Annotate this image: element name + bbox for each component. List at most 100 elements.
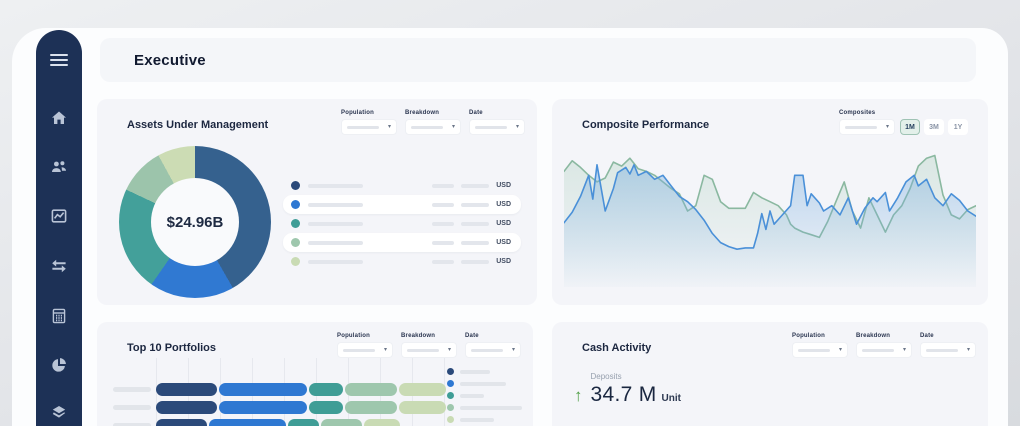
- legend-dot: [291, 181, 300, 190]
- deposits-metric: ↑ Deposits 34.7 M Unit: [574, 372, 681, 407]
- card-title: Composite Performance: [582, 119, 710, 131]
- page-title: Executive: [134, 51, 206, 69]
- users-icon[interactable]: [51, 159, 67, 175]
- population-dropdown[interactable]: ▾: [341, 119, 397, 135]
- legend-dot: [291, 238, 300, 247]
- legend-label-placeholder: [460, 369, 490, 374]
- aum-legend-row[interactable]: USD: [283, 214, 521, 233]
- chevron-down-icon: ▾: [966, 347, 970, 353]
- composites-dropdown[interactable]: ▾: [839, 119, 895, 135]
- deposits-label: Deposits: [590, 372, 622, 381]
- portfolio-bar-row[interactable]: [113, 383, 533, 396]
- filter-label: Population: [337, 333, 370, 339]
- legend-label-placeholder: [460, 381, 506, 386]
- breakdown-dropdown[interactable]: ▾: [405, 119, 461, 135]
- bar-segment: [156, 401, 217, 414]
- chevron-down-icon: ▾: [511, 347, 515, 353]
- range-3m-button[interactable]: 3M: [924, 119, 944, 135]
- home-icon[interactable]: [51, 110, 67, 126]
- legend-label-placeholder: [460, 393, 484, 398]
- bar-segment: [345, 383, 398, 396]
- layers-icon[interactable]: [51, 404, 67, 420]
- menu-icon[interactable]: [50, 54, 68, 66]
- stacked-bar-chart: [113, 383, 533, 426]
- card-title: Assets Under Management: [127, 119, 269, 131]
- allocation-pie-icon[interactable]: [51, 357, 67, 373]
- chevron-down-icon: ▾: [387, 124, 391, 130]
- bar-track: [156, 383, 446, 396]
- bar-segment: [156, 383, 217, 396]
- legend-label-placeholder: [460, 417, 494, 422]
- aum-legend-row[interactable]: USD: [283, 195, 521, 214]
- currency-label: USD: [496, 201, 511, 208]
- value-placeholder: [432, 221, 455, 226]
- card-top10-portfolios: Top 10 Portfolios Population ▾ Breakdown ▾ D…: [97, 322, 533, 426]
- card-cash-activity: Cash Activity Population ▾ Breakdown ▾ Date ▾…: [552, 322, 988, 426]
- filter-breakdown: Breakdown ▾: [401, 333, 457, 358]
- breakdown-dropdown[interactable]: ▾: [401, 342, 457, 358]
- value-placeholder: [432, 202, 455, 207]
- aum-legend-row[interactable]: USD: [283, 176, 521, 195]
- filter-composites: Composites ▾: [839, 110, 895, 135]
- chevron-down-icon: ▾: [838, 347, 842, 353]
- currency-label: USD: [496, 258, 511, 265]
- date-dropdown[interactable]: ▾: [465, 342, 521, 358]
- row-label-placeholder: [113, 405, 151, 410]
- dropdown-placeholder: [471, 348, 503, 352]
- value-placeholder: [461, 202, 490, 207]
- deposits-texts: Deposits 34.7 M Unit: [591, 372, 681, 407]
- bar-segment: [345, 401, 398, 414]
- series-blue-line: [564, 163, 976, 250]
- legend-dot: [291, 200, 300, 209]
- legend-item: [447, 367, 522, 376]
- portfolio-bar-row[interactable]: [113, 419, 533, 426]
- transfers-icon[interactable]: [51, 258, 67, 274]
- row-values: USD: [432, 201, 511, 208]
- date-dropdown[interactable]: ▾: [920, 342, 976, 358]
- series-blue-area: [564, 164, 976, 287]
- dropdown-placeholder: [347, 125, 379, 129]
- calculator-icon[interactable]: [51, 308, 67, 324]
- deposits-value-line: 34.7 M Unit: [591, 383, 681, 407]
- dropdown-placeholder: [475, 125, 507, 129]
- performance-chart-icon[interactable]: [51, 208, 67, 224]
- card-title: Top 10 Portfolios: [127, 342, 217, 354]
- value-placeholder: [461, 259, 490, 264]
- population-dropdown[interactable]: ▾: [337, 342, 393, 358]
- aum-donut-chart[interactable]: $24.96B: [119, 146, 271, 298]
- aum-filters: Population ▾ Breakdown ▾ Date ▾: [341, 110, 525, 135]
- range-buttons: 1M 3M 1Y: [900, 119, 968, 135]
- filter-label: Population: [341, 110, 374, 116]
- name-placeholder: [308, 259, 363, 264]
- filter-label: Date: [920, 333, 934, 339]
- filter-population: Population ▾: [792, 333, 848, 358]
- name-placeholder: [308, 202, 363, 207]
- dropdown-placeholder: [798, 348, 830, 352]
- chevron-down-icon: ▾: [515, 124, 519, 130]
- aum-legend-list: USD USD USD USD USD: [283, 176, 521, 271]
- filter-breakdown: Breakdown ▾: [856, 333, 912, 358]
- value-placeholder: [432, 259, 455, 264]
- composite-line-chart[interactable]: [564, 137, 976, 289]
- date-dropdown[interactable]: ▾: [469, 119, 525, 135]
- legend-dot: [447, 380, 454, 387]
- bar-track: [156, 419, 446, 426]
- row-label-placeholder: [113, 387, 151, 392]
- range-1y-button[interactable]: 1Y: [948, 119, 968, 135]
- aum-legend-row[interactable]: USD: [283, 252, 521, 271]
- filter-population: Population ▾: [341, 110, 397, 135]
- portfolio-bar-row[interactable]: [113, 401, 533, 414]
- population-dropdown[interactable]: ▾: [792, 342, 848, 358]
- chevron-down-icon: ▾: [451, 124, 455, 130]
- legend-dot: [447, 404, 454, 411]
- aum-legend-row[interactable]: USD: [283, 233, 521, 252]
- breakdown-dropdown[interactable]: ▾: [856, 342, 912, 358]
- filter-date: Date ▾: [465, 333, 521, 358]
- range-1m-button[interactable]: 1M: [900, 119, 920, 135]
- deposits-value: 34.7 M: [590, 383, 657, 406]
- aum-total-value: $24.96B: [166, 213, 224, 231]
- dropdown-placeholder: [845, 125, 877, 129]
- legend-item: [447, 415, 522, 424]
- donut-hole: $24.96B: [151, 178, 239, 266]
